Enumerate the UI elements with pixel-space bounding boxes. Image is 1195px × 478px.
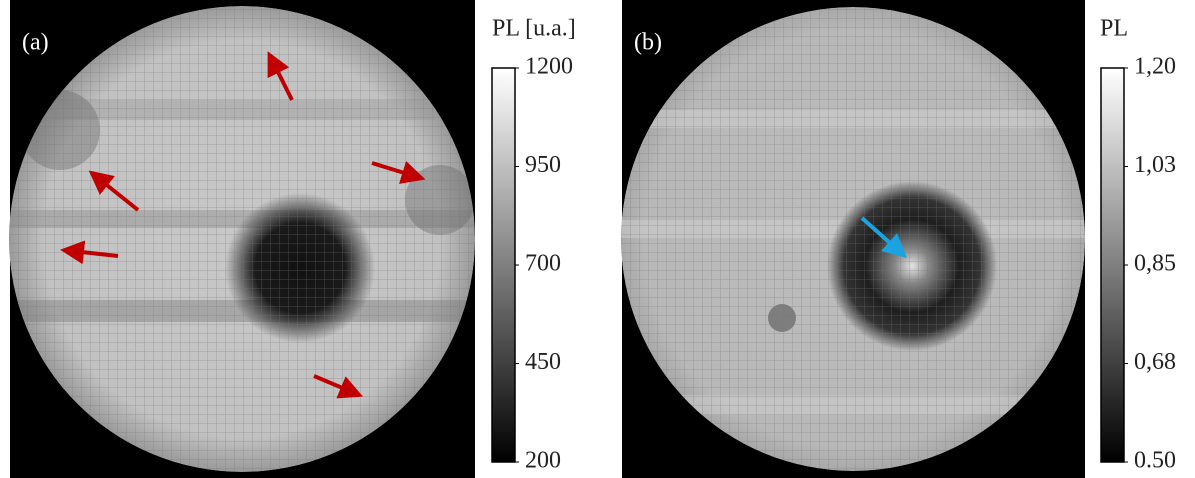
colorbar-tick-label: 450 xyxy=(525,349,561,375)
pl-image xyxy=(621,0,1085,478)
colorbar-tick-label: 1200 xyxy=(525,54,573,80)
colorbar-tick-label: 1,03 xyxy=(1134,152,1176,178)
colorbar-tick-label: 0.50 xyxy=(1134,448,1176,474)
pl-image xyxy=(9,0,475,478)
panel-label: (b) xyxy=(634,30,662,56)
colorbar xyxy=(491,67,516,463)
colorbar-tick-label: 700 xyxy=(525,251,561,277)
colorbar-tick-label: 1,20 xyxy=(1134,54,1176,80)
colorbar-title: PL xyxy=(1100,16,1128,42)
colorbar-tick-label: 0,85 xyxy=(1134,251,1176,277)
colorbar xyxy=(1100,67,1125,463)
colorbar-tick-label: 200 xyxy=(525,448,561,474)
panel-label: (a) xyxy=(22,30,49,56)
colorbar-tick-label: 0,68 xyxy=(1134,349,1176,375)
colorbar-tick-label: 950 xyxy=(525,152,561,178)
colorbar-title: PL [u.a.] xyxy=(492,16,576,42)
